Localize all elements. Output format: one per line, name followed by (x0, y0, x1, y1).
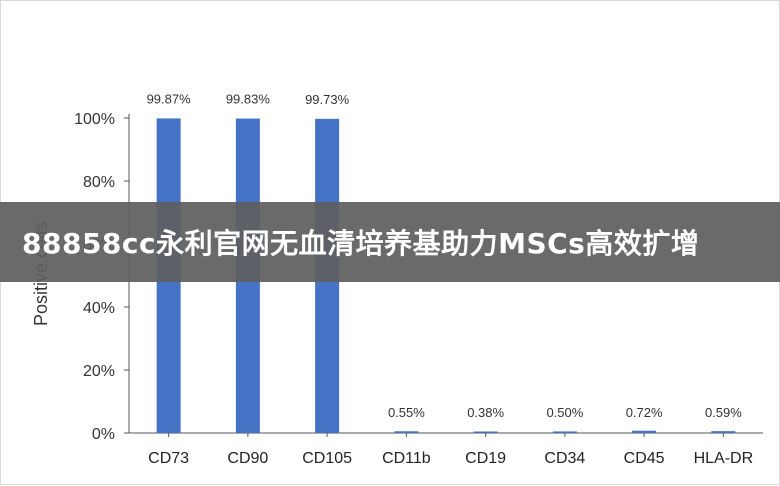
x-tick-label: HLA-DR (694, 450, 754, 467)
y-tick-label: 40% (83, 300, 115, 317)
data-label: 0.38% (467, 405, 504, 420)
bar-cd11b (394, 431, 419, 433)
title-banner: 88858cc永利官网无血清培养基助力MSCs高效扩增 (0, 202, 780, 282)
data-label: 99.73% (305, 92, 350, 107)
bar-cd34 (552, 431, 577, 433)
y-tick-label: 20% (83, 363, 115, 380)
x-tick-label: CD45 (624, 450, 665, 467)
banner-title: 88858cc永利官网无血清培养基助力MSCs高效扩增 (22, 227, 700, 260)
data-label: 0.72% (626, 405, 663, 420)
x-tick-label: CD34 (544, 450, 585, 467)
data-label: 99.83% (226, 92, 271, 107)
x-tick-label: CD90 (227, 450, 268, 467)
data-labels: 99.87% 99.83% 99.73% 0.55% 0.38% 0.50% 0.72% 0.… (147, 91, 743, 420)
y-tick-label: 100% (74, 111, 115, 128)
bar-cd19 (473, 431, 498, 433)
x-tick-label: CD19 (465, 450, 506, 467)
x-tick-label: CD11b (382, 450, 431, 467)
data-label: 0.59% (705, 405, 742, 420)
data-label: 0.55% (388, 405, 425, 420)
y-tick-label: 0% (92, 426, 115, 443)
bar-cd45 (632, 430, 657, 433)
y-axis: 0%20%40%60%80%100% (74, 111, 130, 443)
data-label: 99.87% (147, 91, 192, 106)
x-axis: CD73 CD90 CD105 CD11b CD19 CD34 CD45 HLA-DR (129, 432, 763, 467)
x-tick-label: CD73 (148, 450, 189, 467)
data-label: 0.50% (546, 405, 583, 420)
x-tick-label: CD105 (302, 450, 352, 467)
bar-hla-dr (711, 431, 736, 433)
y-tick-label: 80% (83, 174, 115, 191)
